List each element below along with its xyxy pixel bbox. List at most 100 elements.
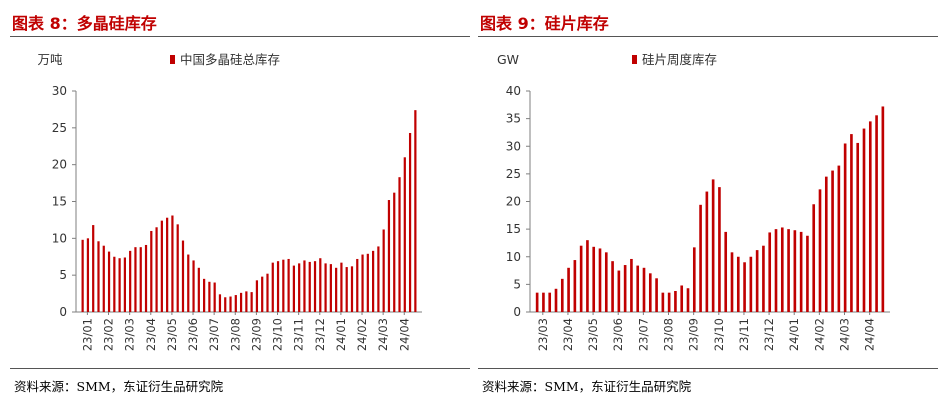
data-bar [837,165,841,312]
data-bar [171,215,174,312]
chart-panel-left: 图表 8：多晶硅库存 万吨 中国多晶硅总库存 0 5 10 15 20 25 30 23/01 23… [10,0,470,411]
data-bar [366,253,369,312]
title-divider-right [478,36,938,37]
data-bar [345,267,348,312]
data-bar [542,292,545,312]
data-bar [192,260,195,312]
source-note-left: 资料来源：SMM，东证衍生品研究院 [14,379,224,394]
data-bar [335,267,338,312]
data-bar [144,244,148,312]
data-bar [648,273,652,312]
y-unit-label: 万吨 [37,52,63,67]
y-tick-label: 0 [59,305,67,319]
data-bar [197,267,200,312]
data-bar [623,265,627,312]
data-bar [287,258,290,312]
y-tick-label: 15 [52,195,67,209]
data-bar [81,239,84,312]
data-bar [234,295,237,312]
data-bar [382,229,385,312]
data-bar [176,224,179,312]
data-bar [313,261,317,312]
source-note-right: 资料来源：SMM，东证衍生品研究院 [482,379,692,394]
data-bar [743,262,746,312]
data-bar [361,254,364,312]
data-bar [560,278,564,312]
x-tick-label: 23/03 [536,318,550,351]
data-bar [187,254,190,312]
y-tick-label: 0 [513,305,521,319]
source-divider-right [478,368,938,369]
data-bar [308,261,311,312]
data-bar [818,189,822,312]
legend-swatch [170,55,175,64]
y-tick-label: 5 [513,277,521,291]
source-divider-left [10,368,470,369]
x-tick-label: 23/12 [313,318,327,351]
x-tick-label: 23/07 [207,318,221,351]
x-tick-label: 23/04 [144,318,158,351]
data-bar [303,260,306,312]
data-bar [793,230,797,312]
data-bar [806,235,809,312]
data-bar [573,260,577,312]
data-bar [535,292,539,312]
data-bar [655,278,658,312]
data-bar [667,292,671,312]
x-tick-label: 24/04 [397,318,411,351]
data-bar [724,231,728,312]
x-tick-label: 24/03 [838,318,852,351]
data-bar [239,292,243,312]
data-bar [567,267,570,312]
data-bar [868,121,872,312]
data-bar [548,292,552,312]
x-tick-label: 24/04 [863,318,877,351]
polysilicon-inventory-chart: 万吨 中国多晶硅总库存 0 5 10 15 20 25 30 23/01 23/02 23/03 23/… [37,52,422,351]
x-tick-label: 24/01 [787,318,801,351]
data-bar [824,176,828,312]
x-tick-label: 23/05 [586,318,600,351]
x-tick-label: 23/05 [165,318,179,351]
data-bar [686,288,690,312]
data-bar [271,262,274,312]
data-bar [736,256,740,312]
data-bar [282,259,285,312]
data-bar [113,256,116,312]
x-tick-label: 23/04 [561,318,575,351]
data-bar [850,134,853,312]
y-tick-label: 30 [506,139,521,153]
data-bar [680,285,684,312]
data-bar [843,143,847,312]
data-bar [139,247,142,312]
data-bar [224,297,227,312]
data-bar [787,229,790,313]
data-bar [755,250,759,312]
data-bar [636,265,640,312]
y-tick-label: 5 [59,268,67,282]
chart-title-right: 图表 9：硅片库存 [480,14,609,33]
data-bar [92,225,95,312]
legend-swatch [632,55,637,64]
y-tick-label: 35 [506,112,521,126]
y-tick-label: 20 [506,195,521,209]
x-tick-label: 24/02 [355,318,369,351]
y-tick-label: 20 [52,158,67,172]
data-bar [718,187,721,312]
data-bar [208,281,211,312]
data-bar [181,240,185,312]
data-bar [150,230,153,312]
x-tick-label: 24/01 [334,318,348,351]
legend-label: 硅片周度库存 [642,52,717,67]
data-bar [730,252,734,312]
y-tick-label: 15 [506,222,521,236]
data-bar [592,246,596,312]
x-tick-label: 23/06 [611,318,625,351]
data-bar [630,258,633,312]
data-bar [255,280,259,312]
data-bar [768,232,772,312]
data-bar [86,238,90,312]
data-bar [213,282,216,312]
data-bar [292,265,295,312]
data-bar [661,292,665,312]
x-tick-label: 23/11 [737,318,751,351]
